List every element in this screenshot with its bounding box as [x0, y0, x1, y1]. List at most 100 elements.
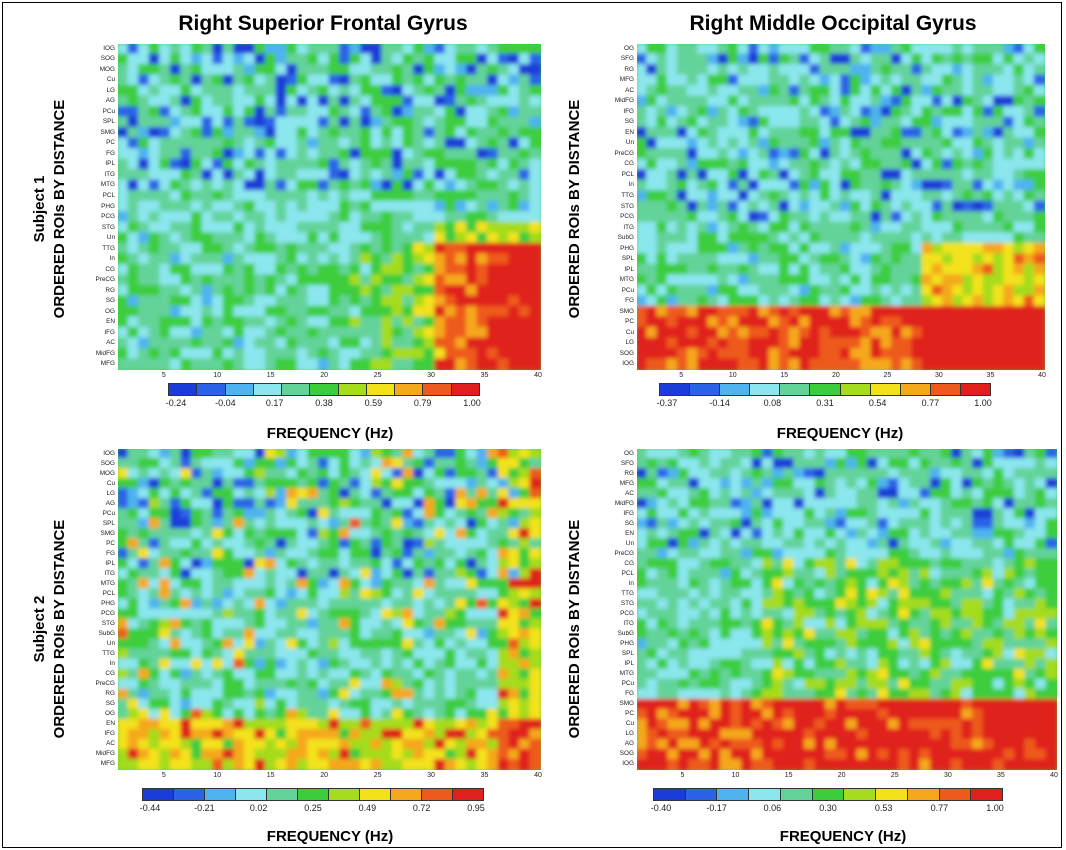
roi-label: SG	[624, 118, 634, 126]
heatmap-cell	[646, 64, 659, 77]
heatmap-cell	[360, 698, 373, 711]
heatmap-cell	[413, 242, 426, 256]
heatmap-cell	[870, 316, 883, 329]
heatmap-cell	[850, 337, 863, 350]
heatmap-cell	[921, 179, 934, 193]
heatmap-cell	[455, 44, 468, 56]
heatmap-cell	[455, 498, 468, 511]
heatmap-cell	[772, 568, 785, 581]
heatmap-cell	[637, 449, 649, 460]
heatmap-cell	[180, 358, 193, 370]
heatmap-cell	[339, 608, 352, 621]
heatmap-cell	[487, 242, 500, 256]
heatmap-cell	[286, 498, 299, 511]
colorbar-tick-label: 0.59	[364, 398, 383, 408]
heatmap-cell	[667, 658, 680, 671]
heatmap-cell	[518, 488, 532, 501]
heatmap-cell	[1003, 253, 1016, 266]
heatmap-cell	[697, 148, 710, 161]
heatmap-cell	[307, 558, 320, 571]
heatmap-cell	[497, 137, 511, 151]
heatmap-cell	[993, 158, 1006, 172]
heatmap-cell	[1024, 668, 1037, 681]
heatmap-cell	[931, 348, 944, 361]
heatmap-cell	[783, 638, 796, 651]
heatmap-cell	[667, 618, 680, 631]
heatmap-cell	[687, 127, 700, 140]
heatmap-cell	[1014, 698, 1027, 711]
heatmap-cell	[1024, 548, 1037, 561]
heatmap-cell	[1023, 74, 1036, 87]
heatmap-cell	[169, 348, 183, 361]
heatmap-cell	[829, 305, 842, 319]
heatmap-cell	[328, 284, 342, 298]
heatmap-cell	[646, 127, 659, 140]
heatmap-cell	[476, 688, 490, 701]
heatmap-cell	[727, 358, 740, 370]
heatmap-cell	[243, 190, 257, 203]
heatmap-cell	[466, 358, 479, 370]
heatmap-cell	[349, 558, 363, 571]
heatmap-cell	[275, 678, 289, 691]
heatmap-cell	[867, 638, 880, 651]
heatmap-cell	[434, 64, 447, 77]
heatmap-cell	[930, 638, 943, 651]
heatmap-cell	[646, 95, 659, 109]
heatmap-cell	[676, 106, 689, 119]
heatmap-cell	[982, 326, 995, 340]
roi-label: MFG	[100, 760, 115, 768]
heatmap-cell	[748, 200, 761, 214]
heatmap-cell	[349, 190, 363, 203]
heatmap-cell	[1023, 106, 1036, 119]
heatmap-cell	[243, 668, 257, 681]
heatmap-cell	[942, 74, 955, 87]
heatmap-cell	[466, 190, 479, 203]
heatmap-cell	[191, 518, 204, 531]
heatmap-cell	[212, 137, 225, 151]
heatmap-cell	[972, 558, 985, 571]
heatmap-cell	[391, 253, 405, 266]
heatmap-cell	[360, 74, 373, 87]
heatmap-cell	[793, 568, 806, 581]
heatmap-cell	[370, 274, 384, 287]
heatmap-cell	[809, 53, 822, 66]
heatmap-cell	[391, 316, 405, 329]
heatmap-cell	[778, 179, 791, 193]
heatmap-cell	[497, 242, 511, 256]
heatmap-cell	[233, 638, 246, 651]
heatmap-cell	[148, 95, 162, 109]
heatmap-cell	[148, 759, 162, 770]
heatmap-cell	[423, 588, 437, 601]
heatmap-cell	[829, 127, 842, 140]
heatmap-cell	[880, 274, 893, 287]
heatmap-cell	[317, 295, 331, 308]
heatmap-cell	[972, 688, 985, 701]
heatmap-cell	[688, 548, 701, 561]
heatmap-cell	[201, 558, 215, 571]
heatmap-cell	[444, 618, 458, 631]
heatmap-cell	[707, 221, 720, 235]
heatmap-cell	[846, 628, 859, 641]
roi-label: IOG	[103, 44, 115, 52]
heatmap-cell	[730, 558, 743, 571]
heatmap-cell	[286, 578, 299, 591]
heatmap-cell	[201, 449, 215, 460]
heatmap-cell	[127, 588, 141, 601]
heatmap-cell	[455, 558, 468, 571]
heatmap-cell	[727, 190, 740, 203]
heatmap-cell	[138, 179, 151, 193]
heatmap-cell	[118, 85, 130, 98]
heatmap-cell	[317, 588, 331, 601]
heatmap-cell	[1033, 169, 1045, 182]
heatmap-cell	[951, 618, 964, 631]
heatmap-cell	[508, 538, 521, 551]
heatmap-cell	[772, 578, 785, 591]
heatmap-cell	[254, 158, 268, 172]
heatmap-cell	[391, 568, 405, 581]
heatmap-cell	[529, 211, 541, 224]
heatmap-cell	[741, 468, 754, 481]
heatmap-cell	[307, 242, 320, 256]
heatmap-cell	[360, 53, 373, 66]
heatmap-cell	[1024, 488, 1037, 501]
heatmap-cell	[360, 64, 373, 77]
